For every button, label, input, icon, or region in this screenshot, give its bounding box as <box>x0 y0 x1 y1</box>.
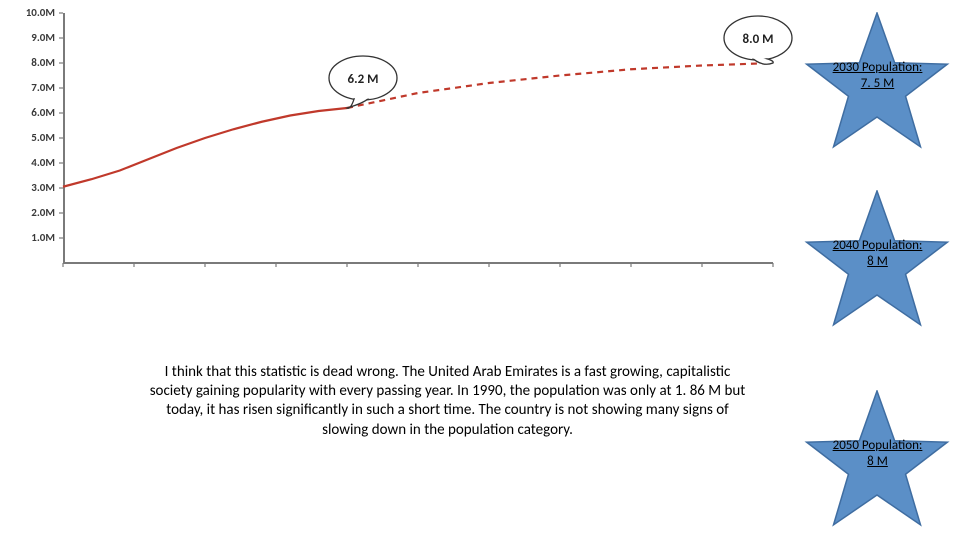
y-tick-label: 8.0M <box>15 56 55 69</box>
plot-area: 6.2 M 8.0 M <box>63 13 773 263</box>
svg-text:8.0 M: 8.0 M <box>743 32 774 47</box>
chart-svg: 6.2 M 8.0 M <box>63 13 773 263</box>
star-2040: 2040 Population:8 M <box>800 190 955 340</box>
y-tick-label: 3.0M <box>15 181 55 194</box>
commentary-paragraph: I think that this statistic is dead wron… <box>145 363 750 440</box>
y-tick-label: 2.0M <box>15 206 55 219</box>
y-tick-label: 1.0M <box>15 231 55 244</box>
y-tick-label: 7.0M <box>15 81 55 94</box>
population-chart: 6.2 M 8.0 M 1.0M 2.0M 3.0M 4.0M 5.0M 6.0M 7.0M 8… <box>15 5 785 295</box>
svg-text:6.2 M: 6.2 M <box>348 72 379 87</box>
y-tick-label: 10.0M <box>15 6 55 19</box>
star-label: 2050 Population:8 M <box>800 438 955 471</box>
y-tick-label: 5.0M <box>15 131 55 144</box>
star-2050: 2050 Population:8 M <box>800 390 955 540</box>
y-tick-label: 9.0M <box>15 31 55 44</box>
star-label: 2030 Population:7. 5 M <box>800 60 955 93</box>
series-population_proj <box>347 63 773 108</box>
series-population_solid <box>63 108 347 187</box>
star-2030: 2030 Population:7. 5 M <box>800 12 955 162</box>
y-tick-label: 6.0M <box>15 106 55 119</box>
callout-0: 6.2 M <box>329 56 397 108</box>
callout-1: 8.0 M <box>724 16 792 64</box>
star-label: 2040 Population:8 M <box>800 238 955 271</box>
y-tick-label: 4.0M <box>15 156 55 169</box>
